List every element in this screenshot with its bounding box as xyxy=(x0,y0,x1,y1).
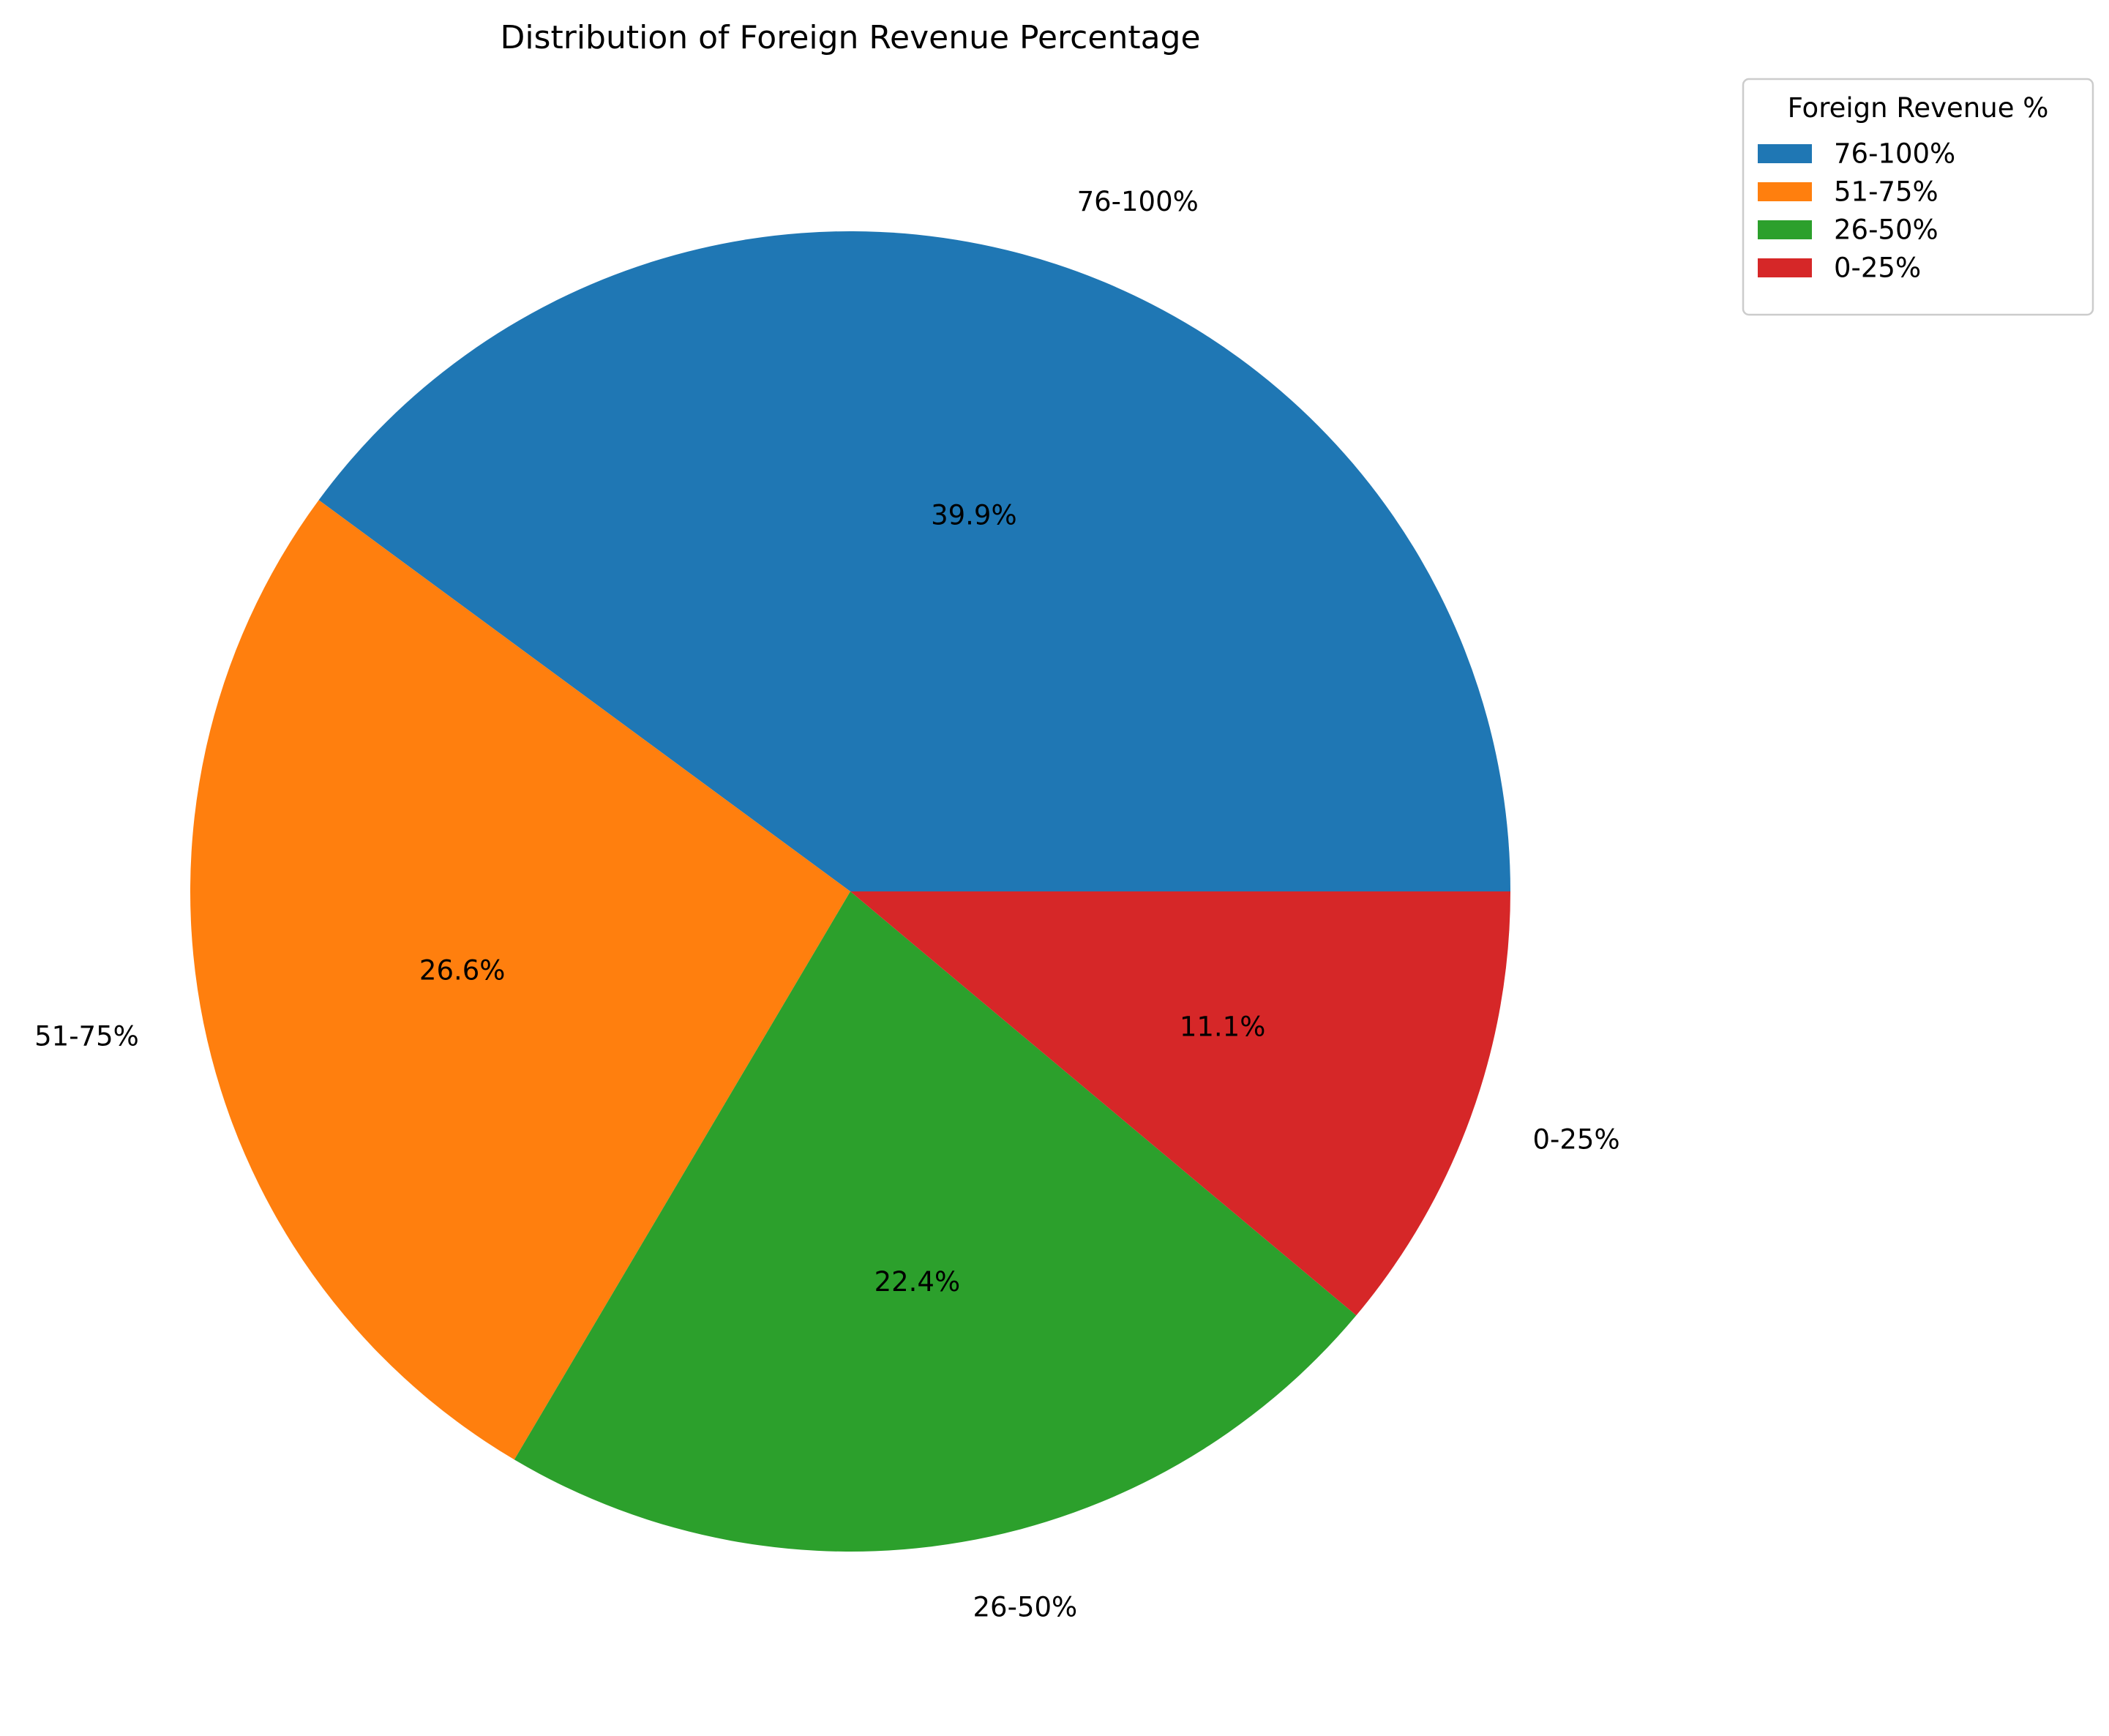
legend-swatch-76-100pct xyxy=(1758,144,1812,163)
pie-slice-26-50pct xyxy=(514,891,1357,1552)
legend-title: Foreign Revenue % xyxy=(1788,92,2049,124)
legend-frame xyxy=(1742,78,2094,316)
legend-swatch-26-50pct xyxy=(1758,220,1812,239)
slice-label-0-25pct: 0-25% xyxy=(1532,1124,1619,1156)
pct-label-76-100pct: 39.9% xyxy=(931,499,1017,531)
slice-label-26-50pct: 26-50% xyxy=(973,1591,1078,1623)
slice-percentage-labels: 39.9% 26.6% 22.4% 11.1% xyxy=(419,499,1265,1298)
pie-slice-51-75pct xyxy=(190,500,850,1460)
legend-label-76-100pct: 76-100% xyxy=(1834,138,1955,170)
legend-label-26-50pct: 26-50% xyxy=(1834,214,1938,246)
legend-swatch-51-75pct xyxy=(1758,182,1812,201)
pct-label-26-50pct: 22.4% xyxy=(874,1266,961,1298)
pie-slice-0-25pct xyxy=(850,891,1510,1316)
slice-label-51-75pct: 51-75% xyxy=(34,1021,139,1052)
legend-label-0-25pct: 0-25% xyxy=(1834,252,1921,284)
pie-slice-76-100pct xyxy=(318,231,1510,891)
slice-label-76-100pct: 76-100% xyxy=(1077,186,1199,217)
pct-label-0-25pct: 11.1% xyxy=(1180,1011,1266,1042)
legend-swatch-0-25pct xyxy=(1758,258,1812,277)
chart-title: Distribution of Foreign Revenue Percenta… xyxy=(500,19,1200,56)
legend-label-51-75pct: 51-75% xyxy=(1834,176,1938,208)
pie-slices xyxy=(190,231,1510,1552)
pct-label-51-75pct: 26.6% xyxy=(419,955,506,987)
legend-entries: 76-100% 51-75% 26-50% 0-25% xyxy=(1758,138,1955,284)
slice-category-labels: 76-100% 51-75% 26-50% 0-25% xyxy=(34,186,1620,1623)
legend: Foreign Revenue % 76-100% 51-75% 26-50% 0-2… xyxy=(1742,78,2094,316)
